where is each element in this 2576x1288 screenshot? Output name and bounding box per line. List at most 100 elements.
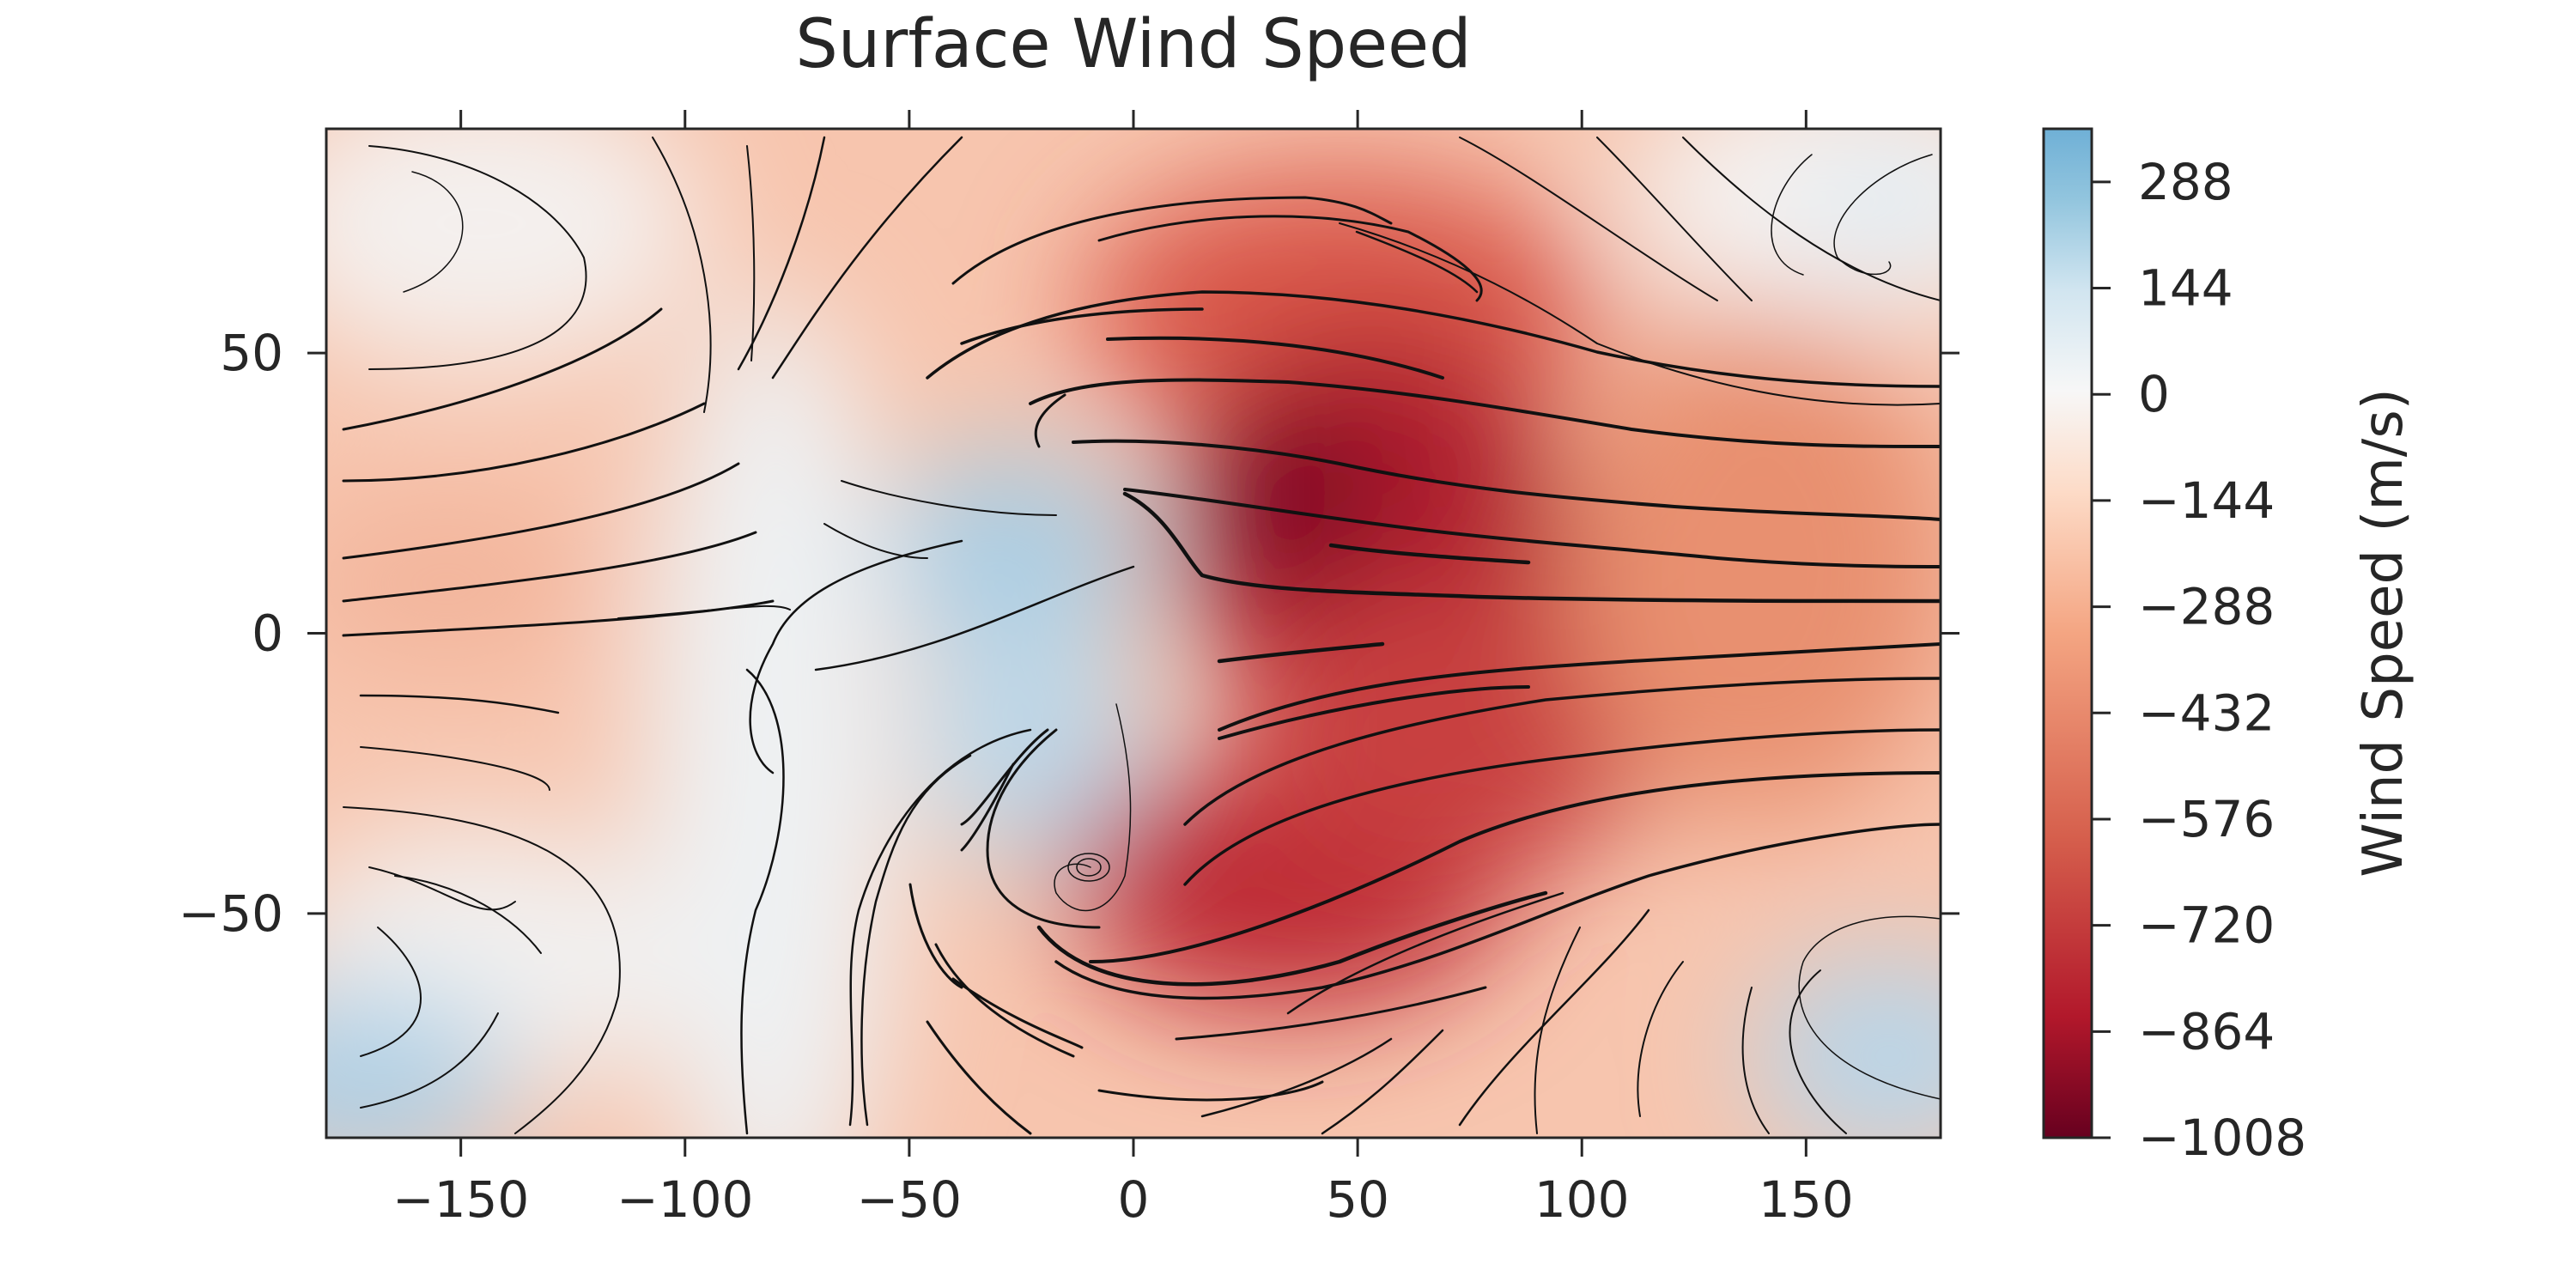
streamline xyxy=(342,462,740,560)
streamline xyxy=(1183,728,1941,886)
streamline xyxy=(926,290,1941,388)
streamline xyxy=(1286,891,1564,1015)
streamline xyxy=(960,307,1204,345)
streamline xyxy=(926,1020,1032,1135)
streamline xyxy=(749,539,963,775)
streamline xyxy=(1123,488,1941,568)
colorbar-tick-label: −576 xyxy=(2138,790,2275,848)
streamline xyxy=(823,523,928,559)
streamline xyxy=(1458,908,1650,1127)
streamline xyxy=(934,943,1075,1058)
streamline xyxy=(1218,642,1941,732)
colorbar-ticks: 288 144 0 −144 −288 −432 −576 −720 −864 −1008 xyxy=(2092,153,2306,1167)
streamline xyxy=(986,728,1101,929)
streamline xyxy=(1789,969,1847,1134)
streamline xyxy=(1183,677,1941,826)
streamline xyxy=(1097,215,1483,302)
y-tick-label: 0 xyxy=(252,605,283,663)
streamline xyxy=(737,136,826,371)
streamline xyxy=(1089,771,1941,963)
field-orange-east xyxy=(1563,309,1941,824)
vortex-ring xyxy=(1076,858,1102,877)
streamline xyxy=(360,927,422,1057)
streamline xyxy=(814,565,1135,671)
streamline xyxy=(1833,154,1933,276)
colorbar-tick-label: −432 xyxy=(2138,683,2275,742)
streamline xyxy=(740,668,785,1135)
x-axis: −150 −100 −50 0 50 100 150 xyxy=(392,110,1854,1229)
streamline xyxy=(1321,1029,1444,1135)
streamline xyxy=(1217,641,1385,664)
streamline xyxy=(1122,491,1941,604)
streamline xyxy=(394,875,542,954)
x-tick-label: −150 xyxy=(392,1170,529,1229)
streamline xyxy=(1328,543,1531,565)
streamline xyxy=(951,977,1084,1049)
streamline xyxy=(1106,336,1444,380)
colorbar-tick-label: −720 xyxy=(2138,896,2275,955)
streamline xyxy=(1459,137,1718,301)
streamline xyxy=(360,746,550,791)
colorbar-tick-label: 288 xyxy=(2138,153,2233,211)
streamline xyxy=(1036,890,1548,987)
streamline xyxy=(1054,703,1132,912)
colorbar-tick-label: −144 xyxy=(2138,471,2275,530)
colorbar-tick-label: −1008 xyxy=(2138,1109,2306,1167)
streamline xyxy=(1034,393,1066,448)
streamline xyxy=(746,145,756,361)
colorbar-tick-label: 0 xyxy=(2138,365,2170,423)
streamline xyxy=(841,480,1057,516)
colorbar-gradient xyxy=(2042,127,2093,1139)
x-tick-label: −100 xyxy=(617,1170,753,1229)
streamline xyxy=(1339,222,1941,406)
field-darkred-core xyxy=(1194,404,1382,592)
heatmap-field xyxy=(326,129,1941,1138)
streamline xyxy=(1218,685,1530,740)
streamline xyxy=(342,307,663,431)
chart-title: Surface Wind Speed xyxy=(795,6,1471,83)
field-white-left-band xyxy=(644,292,902,1138)
streamline xyxy=(617,605,791,619)
streamline xyxy=(1175,986,1487,1041)
streamline xyxy=(1029,378,1941,448)
x-tick-label: 0 xyxy=(1118,1170,1150,1229)
x-tick-label: 150 xyxy=(1759,1170,1854,1229)
field-salmon-leftrow xyxy=(326,507,601,661)
streamline xyxy=(960,762,1015,852)
streamline xyxy=(360,1012,499,1109)
streamline xyxy=(1097,1080,1324,1102)
field-blue-bottomleft xyxy=(326,987,515,1138)
streamline xyxy=(1054,823,1941,1000)
streamline xyxy=(1798,915,1941,1100)
colorbar-label: Wind Speed (m/s) xyxy=(2352,388,2415,877)
streamline xyxy=(342,531,757,603)
field-white-topleft xyxy=(326,129,704,369)
streamline xyxy=(1682,137,1941,301)
streamline xyxy=(403,171,464,293)
streamline xyxy=(343,806,621,1134)
field-blue-center xyxy=(884,447,1142,653)
streamline xyxy=(960,728,1049,826)
x-tick-label: 50 xyxy=(1326,1170,1389,1229)
streamline xyxy=(1534,927,1581,1134)
y-tick-label: −50 xyxy=(179,884,283,943)
streamline xyxy=(771,136,963,380)
streamline xyxy=(860,754,972,1127)
streamline xyxy=(368,866,516,911)
colorbar-tick-label: −288 xyxy=(2138,578,2275,636)
field-blue-topright xyxy=(1812,146,1941,266)
streamline xyxy=(652,137,712,413)
streamline xyxy=(368,145,587,370)
streamline xyxy=(1596,137,1753,301)
field-blue-lower xyxy=(919,610,1142,867)
colorbar-tick-label: −864 xyxy=(2138,1002,2275,1060)
streamline xyxy=(359,694,560,714)
streamline xyxy=(1355,230,1479,294)
streamline xyxy=(1637,961,1684,1117)
colorbar-tick-label: 144 xyxy=(2138,259,2233,318)
x-tick-label: −50 xyxy=(857,1170,962,1229)
streamline xyxy=(1200,1037,1393,1118)
streamline xyxy=(908,883,963,989)
streamline xyxy=(848,728,1032,1127)
